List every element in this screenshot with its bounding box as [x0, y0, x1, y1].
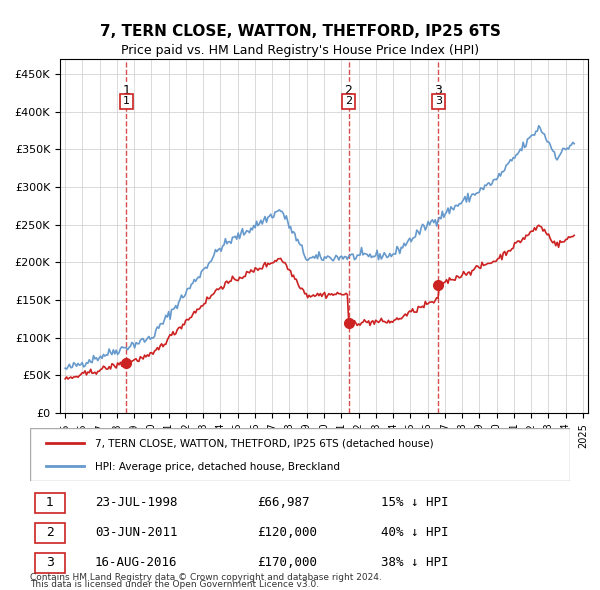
Text: 1: 1	[122, 84, 130, 97]
Text: 2: 2	[345, 97, 352, 106]
Text: This data is licensed under the Open Government Licence v3.0.: This data is licensed under the Open Gov…	[30, 580, 319, 589]
FancyBboxPatch shape	[30, 428, 570, 481]
Text: 1: 1	[123, 97, 130, 106]
FancyBboxPatch shape	[35, 523, 65, 543]
Text: 2: 2	[344, 84, 352, 97]
Text: 3: 3	[435, 97, 442, 106]
Text: 1: 1	[46, 496, 54, 509]
Text: 2: 2	[46, 526, 54, 539]
Text: £120,000: £120,000	[257, 526, 317, 539]
Text: 3: 3	[434, 84, 442, 97]
FancyBboxPatch shape	[35, 493, 65, 513]
Text: 16-AUG-2016: 16-AUG-2016	[95, 556, 178, 569]
Text: 15% ↓ HPI: 15% ↓ HPI	[381, 496, 449, 509]
Text: 7, TERN CLOSE, WATTON, THETFORD, IP25 6TS (detached house): 7, TERN CLOSE, WATTON, THETFORD, IP25 6T…	[95, 439, 433, 448]
Text: 03-JUN-2011: 03-JUN-2011	[95, 526, 178, 539]
Text: 40% ↓ HPI: 40% ↓ HPI	[381, 526, 449, 539]
Text: Contains HM Land Registry data © Crown copyright and database right 2024.: Contains HM Land Registry data © Crown c…	[30, 573, 382, 582]
Text: £170,000: £170,000	[257, 556, 317, 569]
Text: 38% ↓ HPI: 38% ↓ HPI	[381, 556, 449, 569]
Text: 7, TERN CLOSE, WATTON, THETFORD, IP25 6TS: 7, TERN CLOSE, WATTON, THETFORD, IP25 6T…	[100, 24, 500, 38]
Text: 3: 3	[46, 556, 54, 569]
FancyBboxPatch shape	[35, 553, 65, 573]
Text: 23-JUL-1998: 23-JUL-1998	[95, 496, 178, 509]
Text: £66,987: £66,987	[257, 496, 310, 509]
Text: HPI: Average price, detached house, Breckland: HPI: Average price, detached house, Brec…	[95, 461, 340, 471]
Text: Price paid vs. HM Land Registry's House Price Index (HPI): Price paid vs. HM Land Registry's House …	[121, 44, 479, 57]
